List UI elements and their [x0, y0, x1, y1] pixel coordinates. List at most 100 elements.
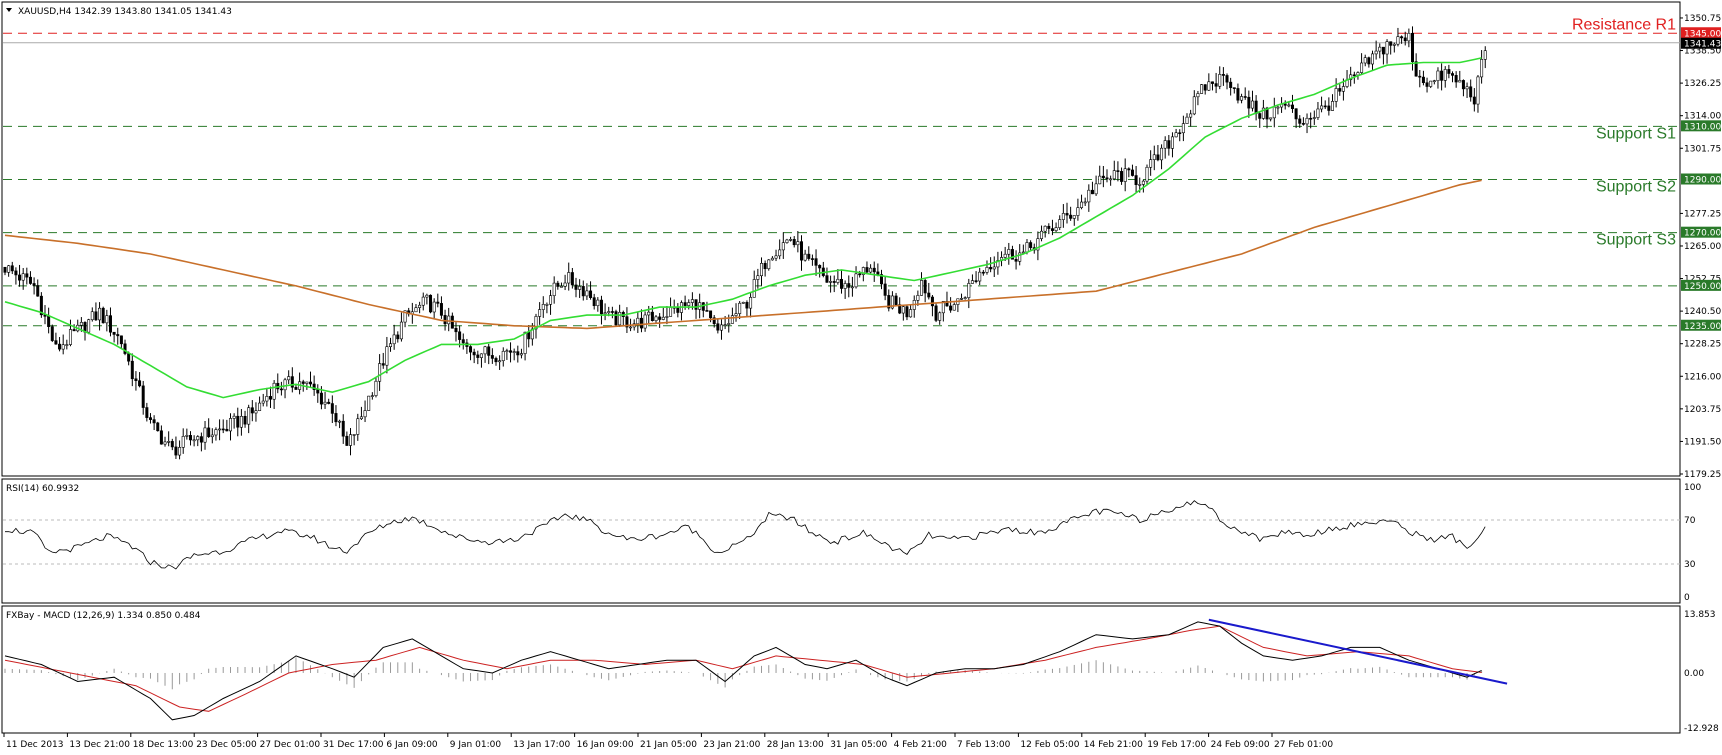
candle-body — [887, 295, 891, 309]
candle-body — [1141, 180, 1145, 185]
candle-body — [832, 281, 836, 283]
candle-body — [385, 346, 389, 366]
candle-body — [258, 402, 262, 411]
candle-body — [519, 353, 523, 356]
candle-body — [570, 272, 574, 286]
candle-body — [1189, 113, 1193, 118]
candle-body — [1411, 32, 1415, 62]
candle-body — [1396, 36, 1400, 45]
rsi-panel-header: RSI(14) 60.9932 — [6, 484, 79, 494]
candle-body — [1003, 253, 1007, 258]
candle-body — [1472, 96, 1476, 105]
candle-body — [487, 346, 491, 356]
candle-body — [1447, 69, 1451, 74]
candle-body — [1378, 46, 1382, 52]
time-tick-label: 23 Dec 05:00 — [196, 740, 257, 750]
candle-body — [534, 316, 538, 330]
candle-body — [545, 303, 549, 306]
candle-body — [661, 316, 665, 320]
candle-body — [178, 447, 182, 456]
candle-body — [810, 258, 814, 260]
candle-body — [119, 335, 123, 345]
candle-body — [643, 314, 647, 329]
candle-body — [309, 381, 313, 385]
candle-body — [250, 407, 254, 414]
candle-body — [807, 253, 811, 259]
candle-body — [949, 305, 953, 311]
candle-body — [1338, 88, 1342, 92]
time-tick-label: 7 Feb 13:00 — [957, 740, 1011, 750]
candle-body — [243, 416, 247, 425]
candle-body — [378, 363, 382, 382]
candle-body — [981, 271, 985, 274]
macd-tick-label: 13.853 — [1684, 610, 1716, 620]
candle-body — [32, 283, 36, 286]
price-tick-label: 1252.75 — [1684, 275, 1721, 285]
candle-body — [1203, 84, 1207, 91]
candle-body — [1236, 88, 1240, 101]
candle-body — [265, 396, 269, 402]
candle-body — [10, 265, 14, 272]
candle-body — [599, 299, 603, 315]
candle-body — [1036, 238, 1040, 251]
candle-body — [225, 428, 229, 432]
candle-body — [228, 418, 232, 432]
candle-body — [567, 272, 571, 284]
price-tick-label: 1191.50 — [1684, 437, 1721, 447]
candle-body — [305, 381, 309, 384]
candle-body — [669, 307, 673, 317]
candle-body — [1076, 207, 1080, 216]
time-tick-label: 13 Jan 17:00 — [513, 740, 570, 750]
candle-body — [268, 396, 272, 400]
candle-body — [236, 415, 240, 428]
price-tick-label: 1350.75 — [1684, 14, 1721, 24]
candle-body — [1145, 166, 1149, 182]
candle-body — [141, 385, 145, 408]
candle-body — [1109, 178, 1113, 181]
main-panel-header: XAUUSD,H4 1342.39 1343.80 1341.05 1341.4… — [18, 7, 232, 17]
candle-body — [479, 353, 483, 358]
candle-body — [1021, 251, 1025, 254]
rsi-panel-frame — [1, 478, 1681, 604]
candle-body — [283, 379, 287, 391]
candle-body — [221, 428, 225, 431]
candle-body — [461, 339, 465, 344]
candle-body — [541, 304, 545, 310]
candle-body — [1458, 80, 1462, 83]
time-tick-label: 24 Feb 09:00 — [1211, 740, 1270, 750]
candle-body — [36, 285, 40, 297]
candle-body — [941, 300, 945, 314]
candle-body — [509, 350, 513, 353]
resistance-level-name: Resistance R1 — [1572, 16, 1676, 33]
candle-body — [79, 322, 83, 326]
macd-panel: 13.853 0.00 -12.928 — [4, 610, 1719, 734]
candle-body — [472, 351, 476, 356]
rsi-tick-label: 70 — [1684, 516, 1696, 526]
candle-body — [1451, 73, 1455, 76]
candle-body — [214, 429, 218, 436]
candle-body — [341, 420, 345, 437]
candle-body — [865, 267, 869, 273]
candle-body — [425, 294, 429, 298]
candle-body — [1156, 154, 1160, 161]
candle-body — [47, 316, 51, 327]
candle-body — [1287, 104, 1291, 107]
time-tick-label: 16 Jan 09:00 — [577, 740, 634, 750]
candle-body — [494, 358, 498, 363]
candle-body — [1010, 249, 1014, 260]
candle-body — [1050, 228, 1054, 231]
candle-body — [1149, 159, 1153, 168]
candle-body — [458, 331, 462, 340]
candle-body — [239, 416, 243, 428]
candle-body — [1232, 87, 1236, 89]
candle-body — [930, 296, 934, 307]
collapse-triangle-icon[interactable] — [6, 8, 12, 12]
candle-body — [1116, 170, 1120, 172]
candle-body — [1370, 53, 1374, 65]
candle-body — [559, 285, 563, 288]
candle-body — [1098, 175, 1102, 185]
candle-body — [596, 299, 600, 307]
candle-body — [978, 271, 982, 282]
time-axis: 11 Dec 2013 13 Dec 21:00 18 Dec 13:00 23 De… — [3, 733, 1333, 750]
candle-body — [774, 255, 778, 259]
